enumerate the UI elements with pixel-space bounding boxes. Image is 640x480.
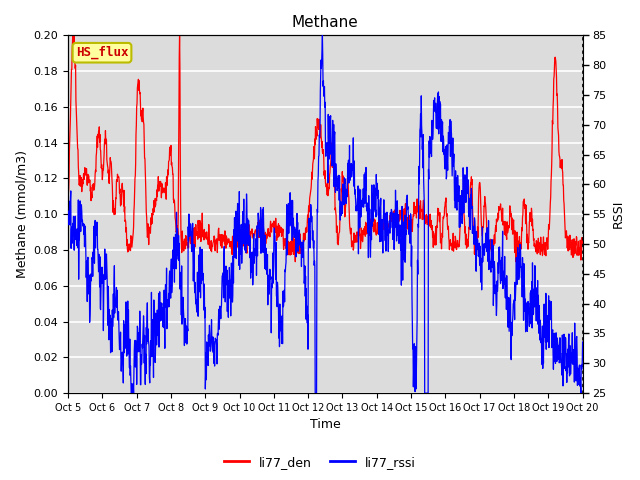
- X-axis label: Time: Time: [310, 419, 340, 432]
- Y-axis label: RSSI: RSSI: [612, 200, 625, 228]
- Legend: li77_den, li77_rssi: li77_den, li77_rssi: [219, 451, 421, 474]
- Y-axis label: Methane (mmol/m3): Methane (mmol/m3): [15, 150, 28, 278]
- Text: HS_flux: HS_flux: [76, 46, 128, 60]
- Title: Methane: Methane: [292, 15, 358, 30]
